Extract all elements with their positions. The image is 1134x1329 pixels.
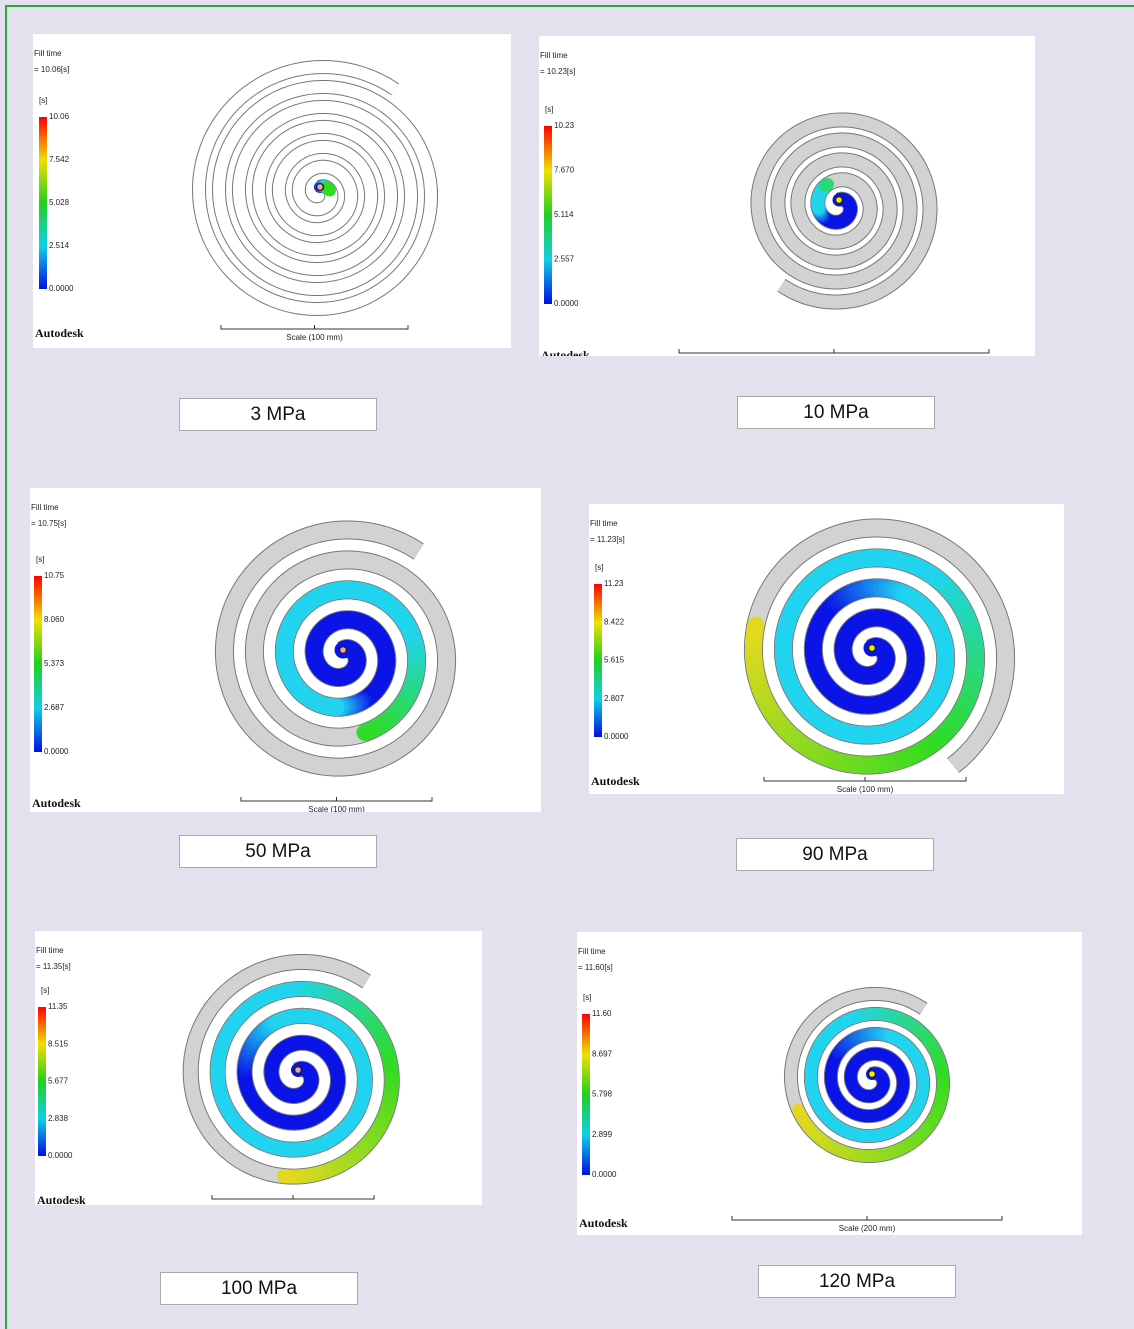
scale-bar [241, 797, 432, 801]
legend-label: 5.373 [44, 659, 65, 668]
legend-label: 0.0000 [554, 299, 579, 308]
legend-label: 0.0000 [592, 1170, 617, 1179]
legend-label: 2.514 [49, 241, 70, 250]
legend-label: 5.028 [49, 198, 70, 207]
result-plot: Fill time = 11.23[s] [s]11.23 8.422 5.615 2.8… [589, 504, 1064, 794]
gate [295, 1067, 302, 1074]
caption: 100 MPa [160, 1272, 358, 1305]
caption: 50 MPa [179, 835, 377, 868]
result-name: Fill time [590, 519, 618, 528]
caption: 10 MPa [737, 396, 935, 429]
result-name: Fill time [540, 51, 568, 60]
legend-label: 8.515 [48, 1039, 69, 1048]
logo: Autodesk [579, 1216, 628, 1230]
result-image: Fill time = 10.23[s] [s]10.23 7.670 5.114 2.5… [539, 36, 1035, 356]
gate [836, 197, 843, 204]
legend-label: 0.0000 [48, 1151, 73, 1160]
logo: Autodesk [591, 774, 640, 788]
legend-unit: [s] [36, 555, 44, 564]
legend-label: 5.114 [554, 210, 574, 219]
legend-label: 10.06 [49, 112, 70, 121]
caption: 3 MPa [179, 398, 377, 431]
result-value: = 10.06[s] [34, 65, 69, 74]
legend-label: 5.615 [604, 656, 625, 665]
color-bar [594, 584, 602, 737]
scale-bar [221, 325, 408, 329]
legend-label: 11.23 [604, 579, 624, 588]
legend-label: 5.677 [48, 1077, 69, 1086]
result-image: Fill time = 11.35[s] [s] 11.35 8.515 5.677 2.8… [35, 931, 482, 1205]
color-bar [39, 117, 47, 289]
legend-unit: [s] [595, 563, 603, 572]
result-image: Fill time = 11.60[s] [s]11.60 8.697 5.798 2.8… [577, 932, 1082, 1235]
scale-label: Scale (100 mm) [837, 785, 894, 794]
legend-unit: [s] [39, 96, 47, 105]
result-plot: Fill time = 11.35[s] [s] 11.35 8.515 5.677 2.8… [35, 931, 482, 1205]
gate [340, 647, 347, 654]
logo: Autodesk [541, 348, 590, 356]
legend-label: 2.807 [604, 694, 625, 703]
result-name: Fill time [31, 503, 59, 512]
legend-label: 2.899 [592, 1130, 613, 1139]
result-plot: Fill time = 10.23[s] [s]10.23 7.670 5.114 2.5… [539, 36, 1035, 356]
legend-label: 0.0000 [604, 732, 629, 741]
fill-segment [798, 1110, 800, 1115]
scale-bar [212, 1195, 374, 1199]
result-value: = 11.60[s] [578, 963, 613, 972]
result-image: Fill time = 10.06[s] [s]10.06 7.542 5.028 2.5… [33, 34, 511, 348]
scale-bar [732, 1216, 1002, 1220]
gate [869, 645, 876, 652]
result-name: Fill time [36, 946, 64, 955]
result-name: Fill time [578, 947, 606, 956]
result-value: = 10.23[s] [540, 67, 575, 76]
scale-label: Scale (200 mm) [839, 1224, 896, 1233]
fill-segment [365, 731, 370, 733]
caption: 90 MPa [736, 838, 934, 871]
legend-label: 2.838 [48, 1114, 69, 1123]
color-bar [582, 1014, 590, 1175]
legend-unit: [s] [583, 993, 591, 1002]
legend-label: 10.75 [44, 571, 65, 580]
result-image: Fill time = 10.75[s] [s]10.75 8.060 5.373 2.6… [30, 488, 541, 812]
logo: Autodesk [37, 1193, 86, 1205]
legend-label: 7.542 [49, 155, 70, 164]
color-bar [34, 576, 42, 752]
color-bar [38, 1007, 46, 1156]
result-value: = 10.75[s] [31, 519, 66, 528]
fill-segment [754, 625, 755, 633]
result-plot: Fill time = 11.60[s] [s]11.60 8.697 5.798 2.8… [577, 932, 1082, 1235]
result-plot: Fill time = 10.06[s] [s]10.06 7.542 5.028 2.5… [33, 34, 511, 348]
fill-segment [826, 184, 827, 185]
legend-label: 10.23 [554, 121, 575, 130]
legend-label: 0.0000 [44, 747, 69, 756]
legend-label: 8.060 [44, 615, 65, 624]
legend-label: 8.697 [592, 1049, 613, 1058]
legend-label: 8.422 [604, 617, 625, 626]
scale-label: Scale (100 mm) [308, 805, 365, 812]
legend-unit: [s] [41, 986, 49, 995]
scale-bar [764, 777, 966, 781]
color-bar [544, 126, 552, 304]
result-value: = 11.23[s] [590, 535, 625, 544]
legend-label: 5.798 [592, 1090, 613, 1099]
scale-label: Scale (100 mm) [286, 333, 343, 342]
legend-unit: [s] [545, 105, 553, 114]
gate [317, 184, 324, 191]
legend-label: 7.670 [554, 166, 575, 175]
gate [869, 1071, 876, 1078]
logo: Autodesk [35, 326, 84, 340]
legend-label: 0.0000 [49, 284, 74, 293]
page: (() => { const data = JSON.parse(documen… [0, 0, 1134, 1329]
result-name: Fill time [34, 49, 62, 58]
result-value: = 11.35[s] [36, 962, 71, 971]
logo: Autodesk [32, 796, 81, 810]
result-plot: Fill time = 10.75[s] [s]10.75 8.060 5.373 2.6… [30, 488, 541, 812]
scale-bar [679, 349, 989, 353]
legend-label: 11.35 [48, 1002, 68, 1011]
caption: 120 MPa [758, 1265, 956, 1298]
legend-label: 2.557 [554, 255, 575, 264]
legend-label: 2.687 [44, 703, 65, 712]
result-image: Fill time = 11.23[s] [s]11.23 8.422 5.615 2.8… [589, 504, 1064, 794]
legend-label: 11.60 [592, 1009, 612, 1018]
